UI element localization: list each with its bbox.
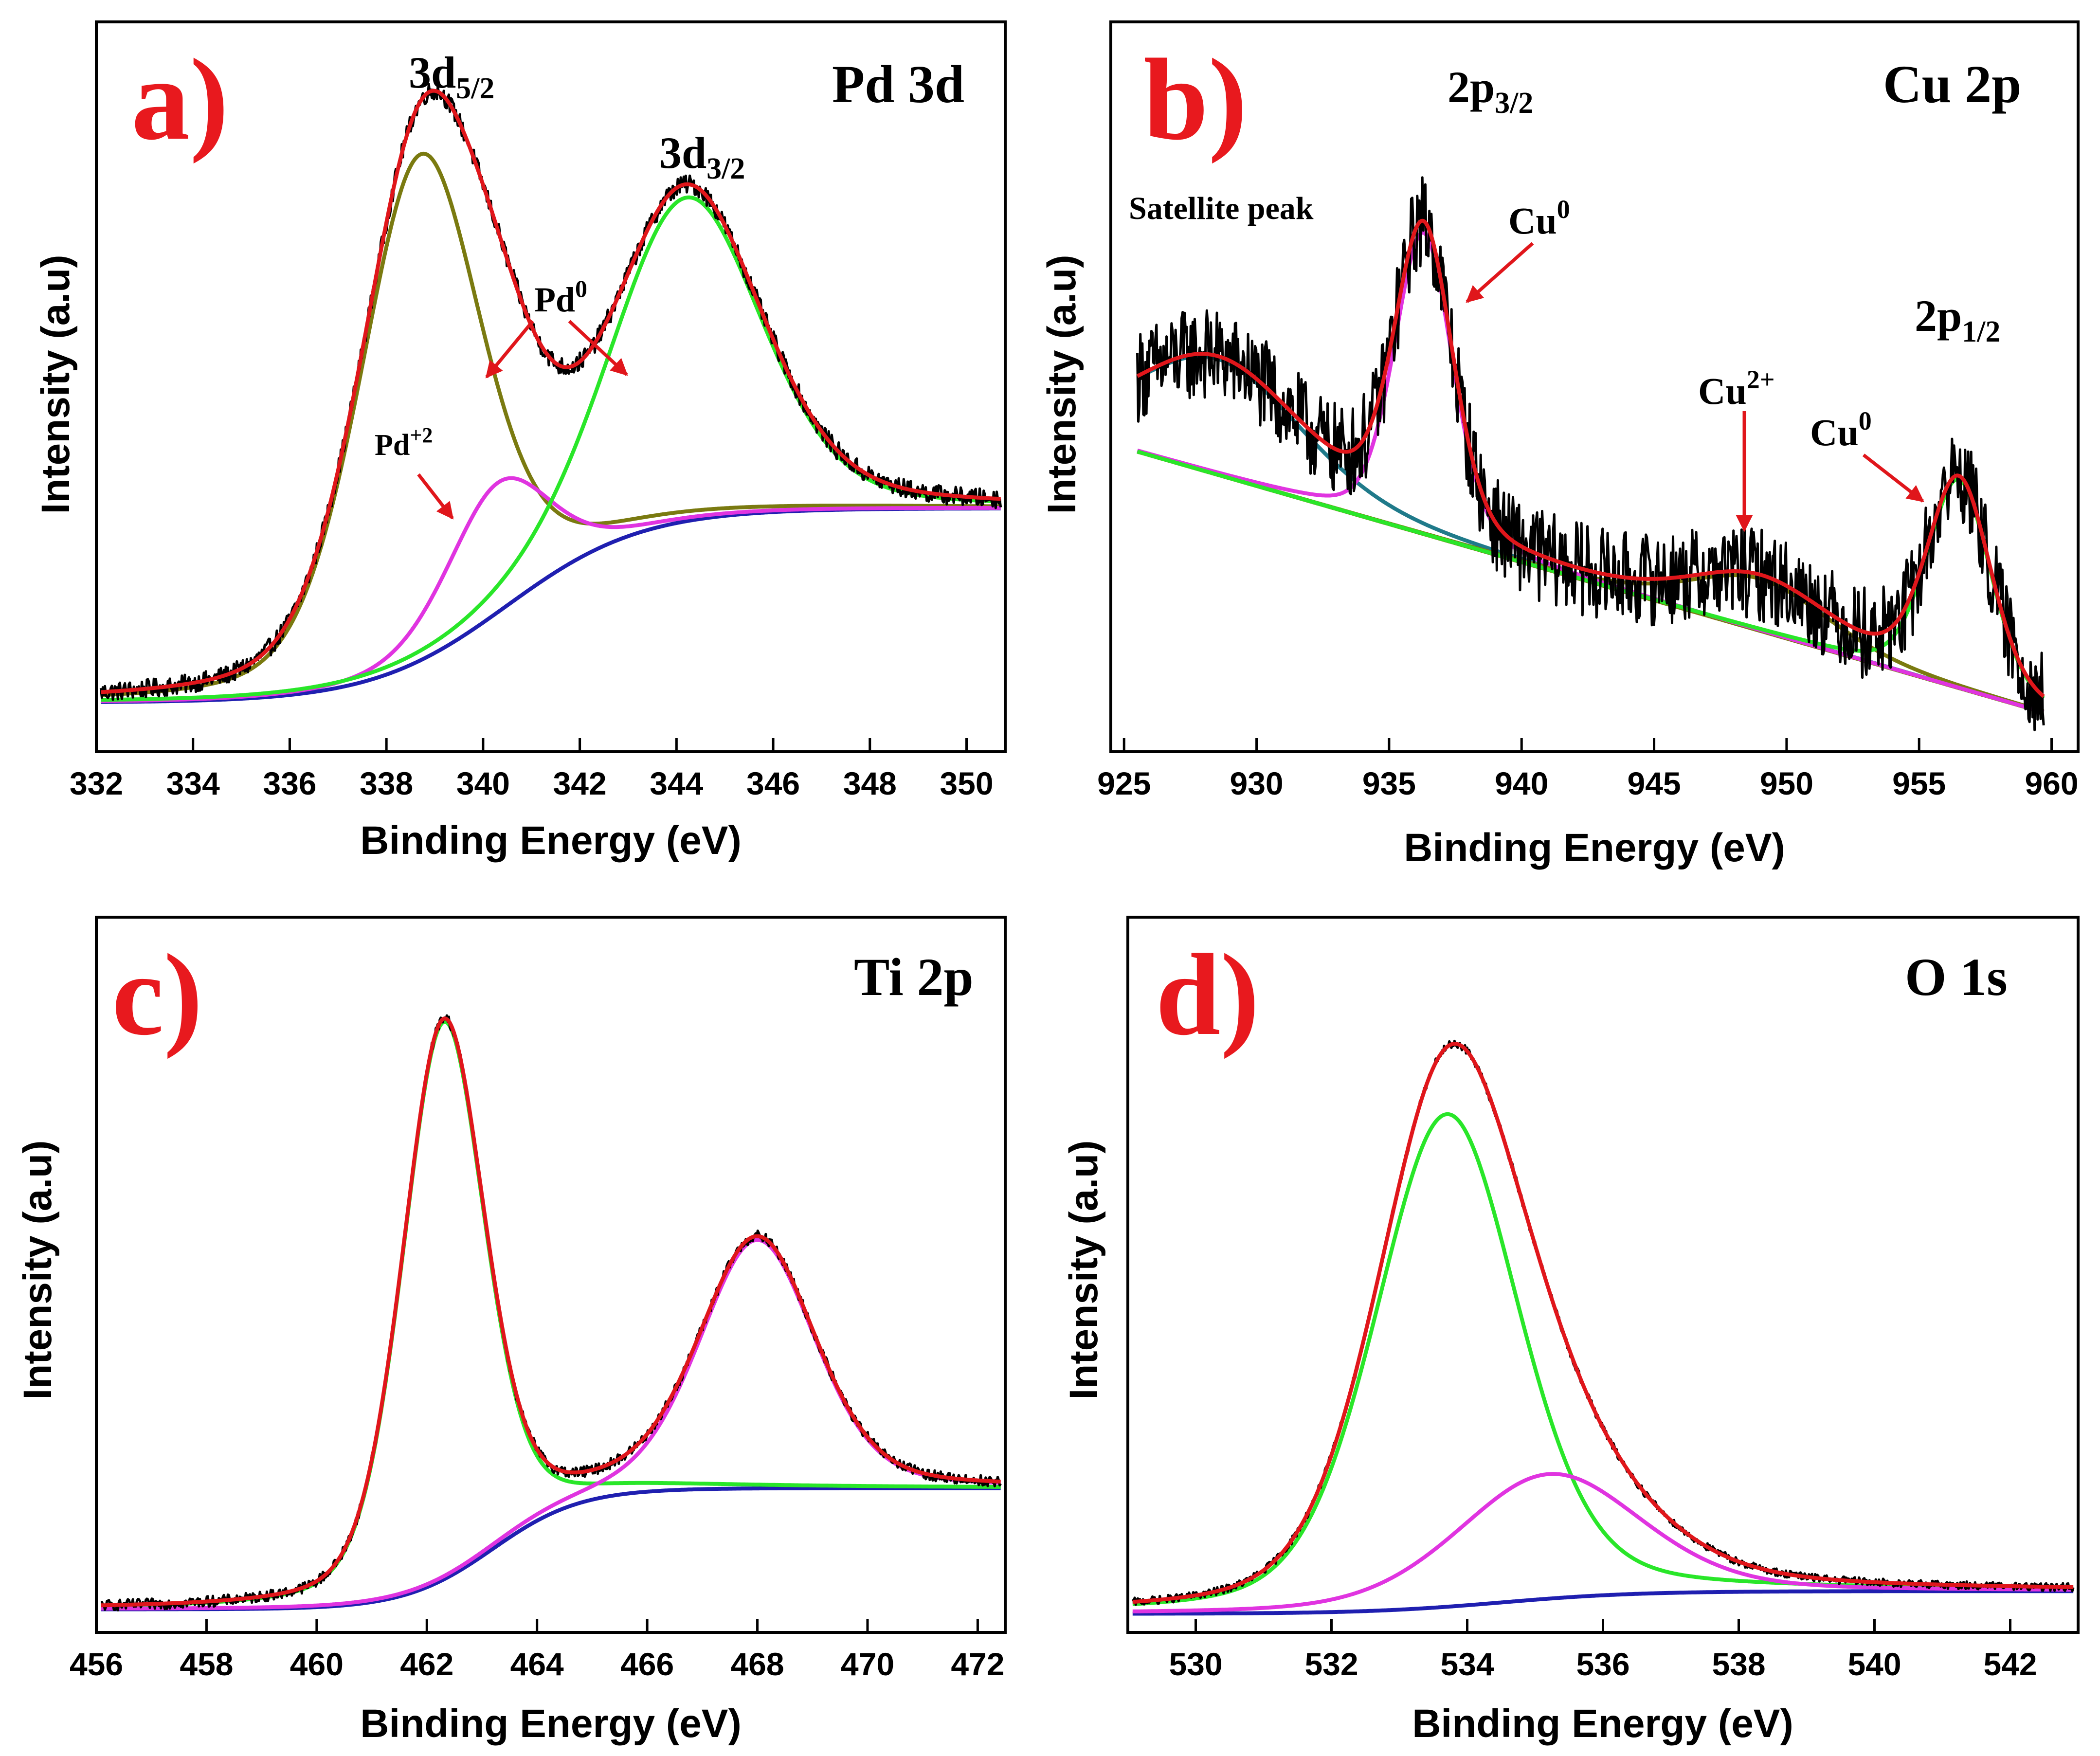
panel-a-xtick-label: 350 [940,765,993,801]
panel-c-ylabel: Intensity (a.u) [16,1140,60,1399]
panel-c-xtick-label: 458 [180,1646,233,1682]
panel-c-title: Ti 2p [854,947,974,1007]
panel-b-letter: b) [1143,35,1247,164]
panel-d-ticks: 530 532 534 536 538 540 542 [1169,1619,2037,1682]
panel-b-xlabel: Binding Energy (eV) [1404,826,1785,870]
panel-a-xtick-label: 348 [843,765,897,801]
panel-c-raw-data-line [100,1014,1002,1611]
panel-c-component-green-line [100,1019,1002,1608]
panel-b-annot-2p32: 2p3/2 [1448,62,1533,120]
panel-b-xtick-label: 945 [1627,765,1681,801]
panel-c-xtick-label: 468 [730,1646,784,1682]
panel-b-xtick-label: 955 [1892,765,1946,801]
panel-b-arrow-cu0-left [1466,242,1534,303]
panel-a-arrow-pd0-right [568,320,628,376]
panel-a-xlabel: Binding Energy (eV) [360,818,742,863]
panel-c-xtick-label: 464 [510,1646,564,1682]
panel-b-annot-cu2: Cu2+ [1698,365,1775,412]
panel-d-raw-data-line [1131,1039,2075,1606]
panel-a-ticks: 332 334 336 338 340 342 344 346 348 350 [70,738,994,801]
panel-d-letter: d) [1156,930,1259,1059]
panel-a-xtick-label: 344 [650,765,703,801]
panel-a-curves [99,83,1002,704]
panel-b-xtick-label: 950 [1760,765,1813,801]
panel-c-frame [95,916,1007,1634]
panel-d-frame [1126,916,2080,1634]
panel-c-xtick-label: 472 [951,1646,1004,1682]
panel-b-annot-satellite: Satellite peak [1129,191,1314,226]
panel-d-xtick-label: 532 [1304,1646,1358,1682]
panel-d-xtick-label: 530 [1169,1646,1222,1682]
panel-a-raw-data-line [99,83,1002,701]
panel-c-envelope-fit-line [100,1016,1002,1608]
panel-c-xtick-label: 470 [841,1646,894,1682]
panel-d-curves [1131,1039,2075,1616]
panel-a-letter: a) [131,35,229,164]
panel-b-annot-cu0-left: Cu0 [1508,195,1570,242]
panel-b-component-teal-line [1136,354,2045,714]
panel-b-xtick-label: 960 [2025,765,2078,801]
panel-d-xtick-label: 536 [1576,1646,1629,1682]
panel-b-frame [1109,20,2080,753]
panel-b-xtick-label: 925 [1097,765,1151,801]
panel-d-xlabel: Binding Energy (eV) [1412,1702,1793,1746]
panel-d-component-green-line [1131,1112,2075,1606]
panel-c-letter: c) [112,930,202,1059]
panel-a: 332 334 336 338 340 342 344 346 348 350 a) Pd 3d … [34,20,1007,863]
panel-d-xtick-label: 542 [1983,1646,2037,1682]
panel-d-xtick-label: 538 [1712,1646,1765,1682]
panel-c: 456 458 460 462 464 466 468 470 472 c) Ti 2p Bin… [16,916,1007,1746]
panel-d: 530 532 534 536 538 540 542 d) O 1s Binding En… [1062,916,2080,1746]
panel-a-component-green-line [100,195,1002,702]
panel-a-xtick-label: 346 [746,765,800,801]
panel-b-xtick-label: 930 [1230,765,1283,801]
panel-d-xtick-label: 540 [1847,1646,1901,1682]
panel-b-ticks: 925 930 935 940 945 950 955 960 [1097,738,2079,801]
panel-d-xtick-label: 534 [1440,1646,1494,1682]
panel-b-raw-data-line [1136,176,2045,731]
panel-a-xtick-label: 334 [166,765,220,801]
panel-b: 925 930 935 940 945 950 955 960 b) Cu 2p Bindin… [1040,20,2080,870]
panel-b-xtick-label: 940 [1495,765,1548,801]
panel-c-xlabel: Binding Energy (eV) [360,1702,742,1746]
panel-d-title: O 1s [1905,947,2008,1007]
panel-c-xtick-label: 456 [70,1646,123,1682]
panel-d-envelope-fit-line [1131,1042,2075,1604]
panel-b-curves [1136,176,2045,731]
panel-a-xtick-label: 338 [360,765,413,801]
panel-d-ylabel: Intensity (a.u) [1062,1140,1106,1399]
panel-b-envelope-fit-line [1136,218,2045,698]
panel-a-annot-pd2: Pd+2 [375,423,433,462]
panel-d-component-magenta-line [1131,1472,2075,1613]
panel-a-envelope-fit-line [100,89,1002,694]
panel-b-annot-cu0-right: Cu0 [1810,406,1872,453]
panel-c-xtick-label: 460 [290,1646,344,1682]
panel-a-title: Pd 3d [832,54,964,114]
panel-a-annot-pd0: Pd0 [534,275,587,319]
panel-a-component-olive-line [100,151,1002,697]
panel-b-title: Cu 2p [1883,54,2021,114]
panel-a-arrow-pd2 [417,473,454,520]
panel-a-arrow-pd0-left [485,320,534,379]
panel-d-background-line [1131,1589,2075,1616]
panel-a-annot-3d52: 3d5/2 [409,48,494,105]
panel-a-xtick-label: 340 [456,765,510,801]
panel-c-component-magenta-line [100,1238,1002,1611]
panel-b-arrow-cu0-right [1862,453,1924,503]
panel-c-xtick-label: 466 [620,1646,674,1682]
panel-a-xtick-label: 336 [263,765,316,801]
panel-b-annot-2p12: 2p1/2 [1915,291,2000,348]
panel-b-component-magenta-line [1136,231,2045,714]
panel-c-xtick-label: 462 [400,1646,453,1682]
panel-a-annot-3d32: 3d3/2 [659,128,745,185]
panel-a-frame [95,20,1007,753]
panel-a-ylabel: Intensity (a.u) [34,254,78,514]
panel-c-curves [100,1014,1002,1611]
panel-a-xtick-label: 332 [70,765,123,801]
panel-b-ylabel: Intensity (a.u) [1040,254,1084,514]
panel-a-xtick-label: 342 [553,765,607,801]
panel-c-ticks: 456 458 460 462 464 466 468 470 472 [70,1619,1004,1682]
panel-b-xtick-label: 935 [1362,765,1416,801]
